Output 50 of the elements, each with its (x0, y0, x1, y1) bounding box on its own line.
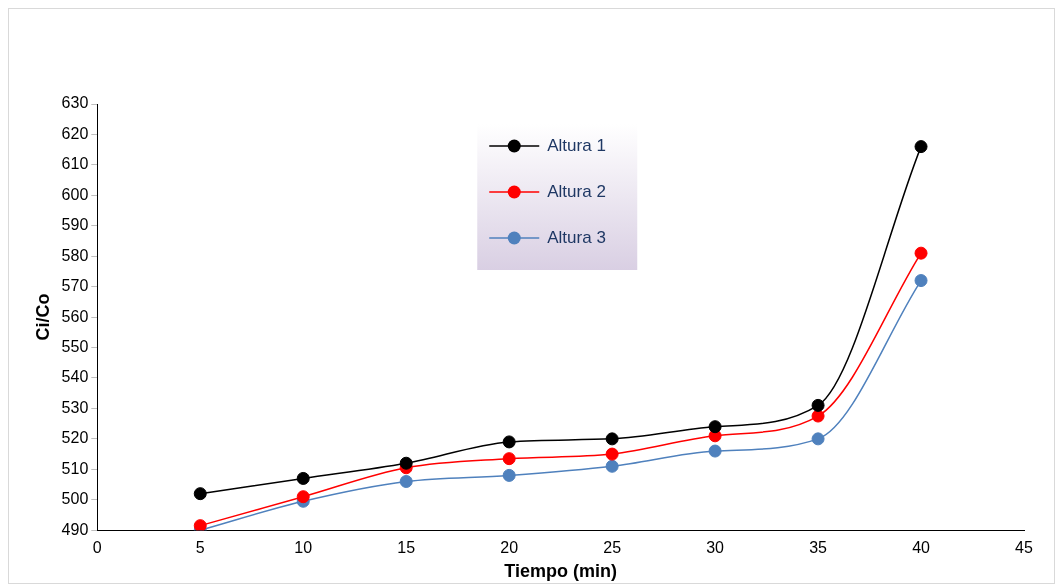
y-tick-label: 610 (61, 155, 89, 173)
point (296, 490, 310, 504)
point (914, 140, 928, 154)
x-tick-label: 45 (1015, 539, 1033, 557)
x-tick-label: 15 (397, 539, 416, 557)
point (399, 456, 413, 470)
point (605, 447, 619, 461)
y-tick-label: 520 (61, 429, 89, 447)
point (811, 398, 825, 412)
point (502, 468, 516, 482)
point (193, 487, 207, 501)
point (502, 435, 516, 449)
point (399, 474, 413, 488)
legend-label: Altura 2 (547, 181, 606, 201)
x-axis-title: Tiempo (min) (504, 561, 617, 582)
point (914, 274, 928, 288)
y-tick-label: 570 (61, 277, 89, 295)
y-tick-label: 620 (61, 124, 89, 142)
y-tick-label: 510 (61, 459, 89, 477)
point (811, 409, 825, 423)
y-tick-label: 630 (61, 94, 89, 112)
y-tick-label: 540 (61, 368, 89, 386)
x-tick-label: 25 (603, 539, 622, 557)
x-tick-label: 10 (294, 539, 313, 557)
point (811, 432, 825, 446)
point (605, 432, 619, 446)
x-tick-label: 40 (912, 539, 931, 557)
y-tick-label: 500 (61, 490, 89, 508)
y-tick-label: 490 (61, 520, 89, 538)
point (605, 459, 619, 473)
x-tick-label: 30 (706, 539, 725, 557)
x-tick-label: 35 (809, 539, 828, 557)
point (502, 452, 516, 466)
point (708, 420, 722, 434)
y-tick-label: 580 (61, 246, 89, 264)
point (914, 246, 928, 260)
legend-label: Altura 3 (547, 227, 606, 247)
y-axis-title: Ci/Co (32, 293, 53, 341)
y-tick-label: 530 (61, 398, 89, 416)
y-tick-label: 560 (61, 307, 89, 325)
x-tick-label: 20 (500, 539, 519, 557)
x-tick-label: 5 (195, 539, 205, 557)
point (296, 471, 310, 485)
y-tick-label: 590 (61, 216, 89, 234)
x-tick-label: 0 (92, 539, 102, 557)
legend-label: Altura 1 (547, 135, 606, 155)
y-tick-label: 600 (61, 185, 89, 203)
point (708, 444, 722, 458)
point (193, 519, 207, 531)
y-tick-label: 550 (61, 337, 89, 355)
